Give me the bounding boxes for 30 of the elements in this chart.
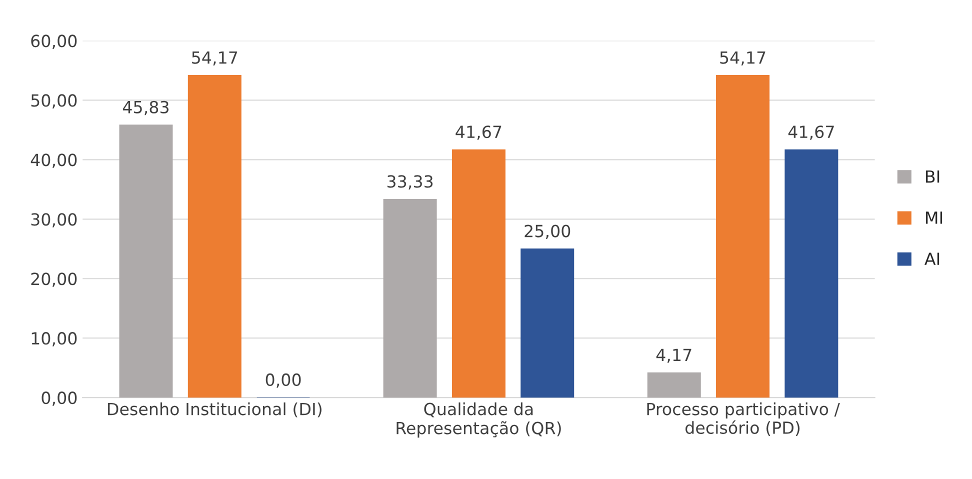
bar: [383, 198, 437, 398]
data-label: 41,67: [788, 126, 834, 140]
bar: [520, 248, 574, 398]
data-label: 45,83: [122, 100, 169, 116]
y-tick-label: 20,00: [31, 272, 77, 287]
data-label: 0,00: [266, 373, 301, 388]
y-tick-label: 0,00: [42, 392, 77, 406]
x-tick-label: Processo participativo / decisório (PD): [647, 402, 840, 436]
legend-label: AI: [924, 252, 940, 265]
bar: [784, 149, 838, 398]
x-tick-label: Qualidade da Representação (QR): [396, 402, 561, 438]
y-tick-label: 50,00: [31, 94, 77, 108]
bar: [647, 372, 701, 398]
legend-label: BI: [926, 170, 940, 183]
data-label: 4,17: [656, 348, 692, 363]
data-label: 33,33: [387, 175, 433, 190]
x-tick-label: Desenho Institucional (DI): [108, 402, 322, 418]
y-tick-label: 30,00: [31, 213, 77, 228]
bar: [452, 149, 506, 398]
bar: [188, 75, 242, 398]
data-label: 41,67: [456, 126, 502, 140]
legend-label: MI: [926, 212, 942, 224]
bar: [716, 75, 770, 398]
data-label: 25,00: [524, 224, 570, 240]
y-tick-label: 60,00: [31, 34, 77, 49]
data-label: 54,17: [720, 51, 766, 66]
bar: [119, 124, 173, 398]
data-label: 54,17: [192, 51, 238, 66]
y-tick-label: 10,00: [32, 332, 77, 346]
y-tick-label: 40,00: [30, 154, 77, 168]
